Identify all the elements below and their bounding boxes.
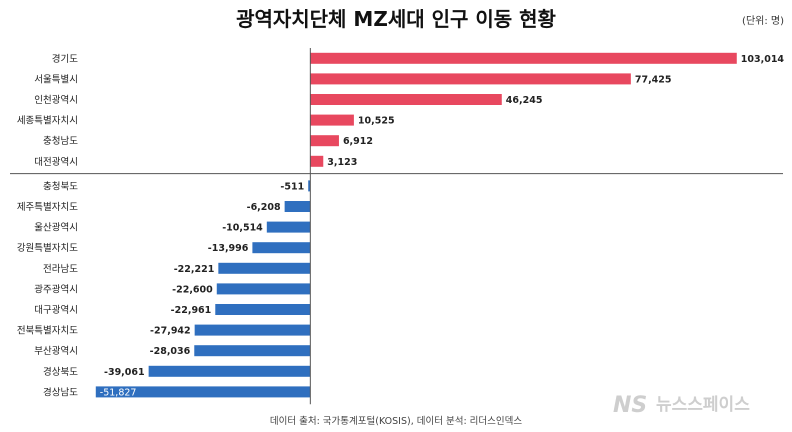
source-note: 데이터 출처: 국가통계포털(KOSIS), 데이터 분석: 리더스인덱스 bbox=[270, 415, 523, 427]
category-label: 대전광역시 bbox=[34, 156, 78, 168]
value-label: -10,514 bbox=[222, 223, 263, 234]
value-label: -22,961 bbox=[171, 305, 212, 316]
watermark-text: 뉴스스페이스 bbox=[656, 395, 750, 415]
watermark-logo: NS bbox=[613, 393, 647, 418]
bar bbox=[194, 345, 311, 357]
value-label: -6,208 bbox=[247, 202, 281, 213]
bar bbox=[148, 365, 311, 377]
category-label: 광주광역시 bbox=[34, 283, 78, 295]
value-label: -22,221 bbox=[174, 264, 215, 275]
value-labels: 103,014 77,425 46,245 10,525 6,912 3,123 -511 -… bbox=[100, 54, 785, 399]
value-label: -27,942 bbox=[150, 326, 191, 337]
watermark: NS 뉴스스페이스 bbox=[613, 393, 750, 418]
bar bbox=[310, 94, 502, 105]
category-label: 대구광역시 bbox=[34, 304, 78, 316]
category-label: 전북특별자치도 bbox=[17, 325, 78, 337]
value-label: 10,525 bbox=[358, 116, 395, 127]
bar bbox=[310, 155, 324, 167]
value-label: -511 bbox=[280, 181, 304, 192]
category-label: 강원특별자치도 bbox=[17, 242, 78, 254]
value-label: -39,061 bbox=[104, 367, 145, 378]
bar bbox=[95, 386, 311, 398]
value-label: 77,425 bbox=[635, 74, 672, 85]
category-label: 경기도 bbox=[52, 53, 78, 65]
bar bbox=[310, 114, 354, 126]
value-label: 46,245 bbox=[506, 95, 543, 106]
bar bbox=[194, 324, 311, 336]
bar bbox=[310, 52, 737, 64]
bar bbox=[216, 283, 311, 295]
bars-group bbox=[95, 52, 737, 398]
category-labels: 경기도서울특별시인천광역시세종특별자치시충청남도대전광역시충청북도제주특별자치도… bbox=[17, 53, 78, 399]
bar bbox=[218, 262, 311, 274]
category-label: 울산광역시 bbox=[34, 222, 78, 234]
category-label: 세종특별자치시 bbox=[17, 115, 78, 127]
category-label: 전라남도 bbox=[43, 264, 78, 275]
category-label: 서울특별시 bbox=[34, 74, 78, 85]
value-label: 6,912 bbox=[343, 136, 373, 147]
bar bbox=[284, 201, 311, 212]
category-label: 경상북도 bbox=[43, 366, 78, 378]
value-label: 103,014 bbox=[741, 54, 785, 65]
unit-label: (단위: 명) bbox=[742, 14, 784, 27]
bar bbox=[310, 73, 631, 85]
bar bbox=[266, 221, 311, 233]
value-label: -22,600 bbox=[172, 284, 213, 295]
category-label: 경상남도 bbox=[43, 386, 78, 398]
chart-title: 광역자치단체 MZ세대 인구 이동 현황 bbox=[236, 7, 556, 31]
bar bbox=[252, 242, 311, 254]
category-label: 충청남도 bbox=[43, 136, 78, 147]
bar bbox=[310, 135, 339, 147]
category-label: 제주특별자치도 bbox=[17, 201, 78, 213]
bar bbox=[215, 304, 311, 315]
bar bbox=[308, 180, 311, 192]
category-label: 충청북도 bbox=[43, 181, 78, 192]
value-label: 3,123 bbox=[327, 157, 357, 168]
category-label: 부산광역시 bbox=[34, 345, 78, 357]
value-label: -51,827 bbox=[100, 387, 137, 398]
value-label: -28,036 bbox=[150, 346, 191, 357]
value-label: -13,996 bbox=[208, 243, 249, 254]
category-label: 인천광역시 bbox=[34, 94, 78, 106]
